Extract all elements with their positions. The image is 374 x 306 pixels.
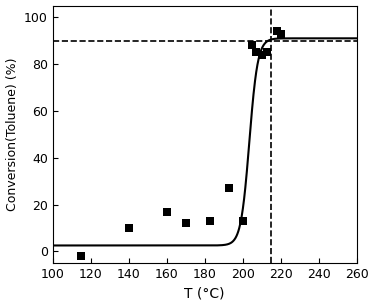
- Point: [208, 218, 214, 223]
- Point: [226, 186, 232, 191]
- Point: [164, 209, 170, 214]
- Point: [249, 43, 255, 48]
- Point: [274, 29, 280, 34]
- Point: [126, 226, 132, 230]
- Point: [183, 221, 189, 226]
- Point: [278, 31, 283, 36]
- Point: [240, 218, 246, 223]
- Y-axis label: Conversion(Toluene) (%): Conversion(Toluene) (%): [6, 58, 19, 211]
- Point: [253, 50, 259, 55]
- Point: [259, 52, 265, 57]
- Point: [264, 50, 270, 55]
- Point: [78, 254, 84, 259]
- X-axis label: T (°C): T (°C): [184, 286, 225, 300]
